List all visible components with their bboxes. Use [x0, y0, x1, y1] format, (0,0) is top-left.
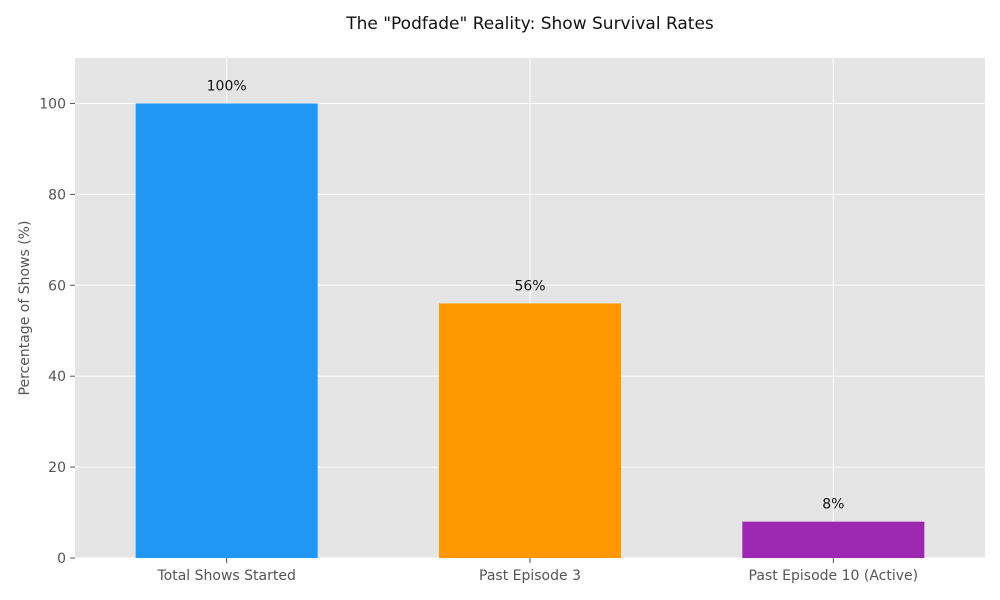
- bar: [135, 103, 318, 559]
- y-tick-label: 0: [57, 551, 66, 567]
- y-tick-label: 40: [48, 369, 66, 385]
- bar: [742, 521, 925, 558]
- y-tick-label: 80: [48, 187, 66, 203]
- data-label: 8%: [822, 497, 844, 513]
- y-axis-label: Percentage of Shows (%): [17, 221, 33, 396]
- data-label: 100%: [207, 78, 247, 94]
- y-tick-label: 100: [39, 96, 66, 112]
- bar: [439, 303, 621, 558]
- x-axis: Total Shows Started Past Episode 3 Past Ep…: [156, 558, 918, 584]
- y-axis: 0 20 40 60 80 100: [39, 96, 75, 567]
- data-label: 56%: [514, 278, 545, 294]
- x-tick-label: Total Shows Started: [156, 568, 295, 584]
- x-tick-label: Past Episode 10 (Active): [749, 568, 919, 584]
- chart-title: The "Podfade" Reality: Show Survival Rat…: [345, 14, 714, 34]
- x-tick-label: Past Episode 3: [479, 568, 581, 584]
- y-tick-label: 20: [48, 460, 66, 476]
- y-tick-label: 60: [48, 278, 66, 294]
- bars: [135, 103, 925, 559]
- data-labels: 100% 56% 8%: [207, 78, 845, 512]
